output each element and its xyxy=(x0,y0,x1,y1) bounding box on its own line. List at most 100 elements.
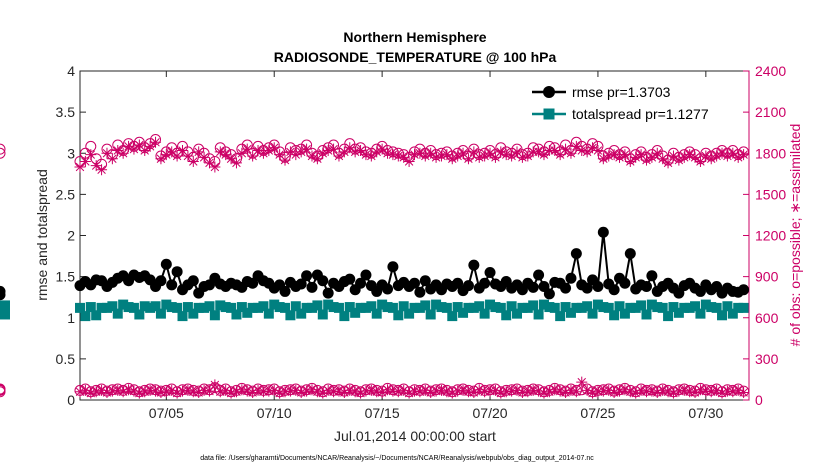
totalspread-point xyxy=(236,302,247,313)
obs-assimilated-point xyxy=(214,386,226,398)
rmse-point xyxy=(166,279,178,291)
totalspread-point xyxy=(609,310,620,321)
obs-assimilated-point xyxy=(365,150,377,162)
obs-assimilated-point xyxy=(506,150,518,162)
totalspread-point xyxy=(118,299,129,310)
obs-assimilated-point xyxy=(489,151,501,163)
obs-possible-point xyxy=(0,386,6,398)
rmse-point xyxy=(382,283,394,295)
obs-assimilated-point xyxy=(382,384,394,396)
obs-assimilated-point xyxy=(608,149,620,161)
totalspread-point xyxy=(312,300,323,311)
totalspread-point xyxy=(495,302,506,313)
totalspread-point xyxy=(226,302,237,313)
obs-assimilated-point xyxy=(581,384,593,396)
rmse-point xyxy=(560,282,572,294)
totalspread-point xyxy=(91,310,102,321)
totalspread-point xyxy=(690,301,701,312)
obs-assimilated-point xyxy=(522,386,534,398)
obs-assimilated-point xyxy=(694,384,706,396)
obs-assimilated-point xyxy=(533,146,545,158)
obs-assimilated-point xyxy=(290,384,302,396)
obs-assimilated-point xyxy=(79,384,91,396)
obs-assimilated-point xyxy=(101,147,113,159)
obs-assimilated-point xyxy=(608,386,620,398)
obs-assimilated-point xyxy=(79,155,91,167)
x-tick-label: 07/25 xyxy=(580,405,615,421)
totalspread-point xyxy=(652,302,663,313)
obs-assimilated-point xyxy=(468,386,480,398)
rmse-point xyxy=(468,259,480,271)
rmse-point xyxy=(344,273,356,285)
totalspread-point xyxy=(501,310,512,321)
totalspread-point xyxy=(576,302,587,313)
obs-assimilated-point xyxy=(678,151,690,163)
obs-assimilated-point xyxy=(651,386,663,398)
obs-assimilated-point xyxy=(592,145,604,157)
obs-assimilated-point xyxy=(640,154,652,166)
chart-title: Northern Hemisphere xyxy=(343,29,486,45)
obs-assimilated-point xyxy=(290,149,302,161)
obs-assimilated-point xyxy=(284,146,296,158)
totalspread-point xyxy=(220,302,231,313)
obs-assimilated-point xyxy=(177,385,189,397)
legend: rmse pr=1.3703 totalspread pr=1.1277 xyxy=(526,78,742,124)
obs-assimilated-point xyxy=(527,384,539,396)
rmse-point xyxy=(301,270,313,282)
totalspread-point xyxy=(447,311,458,322)
obs-assimilated-point xyxy=(430,151,442,163)
obs-assimilated-point xyxy=(112,145,124,157)
obs-assimilated-point xyxy=(322,145,334,157)
obs-assimilated-point xyxy=(716,387,728,399)
totalspread-point xyxy=(112,308,123,319)
obs-assimilated-point xyxy=(382,147,394,159)
obs-assimilated-point xyxy=(144,140,156,152)
rmse-point xyxy=(355,277,367,289)
rmse-point xyxy=(570,248,582,260)
obs-assimilated-point xyxy=(603,384,615,396)
obs-assimilated-point xyxy=(646,385,658,397)
rmse-point xyxy=(279,285,291,297)
obs-assimilated-point xyxy=(662,157,674,169)
totalspread-point xyxy=(512,308,523,319)
obs-assimilated-point xyxy=(128,385,140,397)
totalspread-point xyxy=(717,310,728,321)
obs-assimilated-point xyxy=(678,384,690,396)
obs-assimilated-point xyxy=(193,386,205,398)
obs-assimilated-point xyxy=(398,384,410,396)
obs-assimilated-point xyxy=(624,386,636,398)
obs-assimilated-point xyxy=(473,384,485,396)
obs-assimilated-point xyxy=(640,386,652,398)
obs-assimilated-point xyxy=(268,142,280,154)
obs-assimilated-point xyxy=(662,386,674,398)
obs-assimilated-point xyxy=(630,387,642,399)
obs-assimilated-point xyxy=(274,387,286,399)
rmse-point xyxy=(360,269,372,281)
obs-assimilated-point xyxy=(495,146,507,158)
totalspread-point xyxy=(306,302,317,313)
obs-assimilated-point xyxy=(738,149,750,161)
rmse-point xyxy=(479,277,491,289)
obs-assimilated-point xyxy=(101,386,113,398)
obs-assimilated-point xyxy=(371,146,383,158)
rmse-point xyxy=(322,287,334,299)
series-layer xyxy=(0,135,750,399)
totalspread-point xyxy=(360,302,371,313)
obs-assimilated-point xyxy=(236,147,248,159)
plot-area xyxy=(79,70,750,401)
obs-assimilated-point xyxy=(441,386,453,398)
totalspread-point xyxy=(355,302,366,313)
obs-assimilated-point xyxy=(403,155,415,167)
obs-assimilated-point xyxy=(430,385,442,397)
y-tick-label: 1.5 xyxy=(56,269,76,285)
totalspread-point xyxy=(582,301,593,312)
obs-assimilated-point xyxy=(96,384,108,396)
totalspread-point xyxy=(733,302,744,313)
totalspread-point xyxy=(242,307,253,318)
obs-assimilated-point xyxy=(150,385,162,397)
obs-assimilated-point xyxy=(160,386,172,398)
obs-assimilated-point xyxy=(182,384,194,396)
obs-assimilated-point xyxy=(689,151,701,163)
obs-assimilated-point xyxy=(306,384,318,396)
